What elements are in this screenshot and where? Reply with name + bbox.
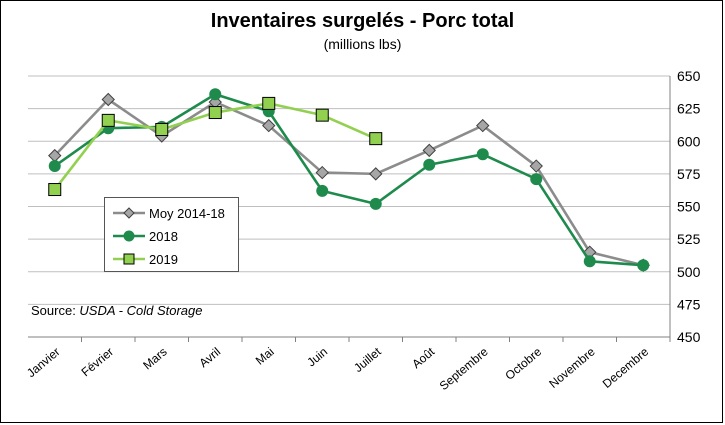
data-point-diamond [369,167,383,181]
legend-square-marker [113,253,145,265]
x-tick-label: Mai [253,345,277,368]
y-tick-label: 575 [677,166,701,182]
x-tick-label: Septembre [437,344,491,393]
data-point-square [208,106,222,120]
x-tick-label: Novembre [546,344,598,391]
x-tick-label: Février [79,345,117,380]
data-point-circle [48,160,61,173]
data-point-square [315,108,329,122]
data-point-circle [530,173,543,186]
data-point-square [101,113,115,127]
chart-legend: Moy 2014-18 2018 2019 [104,197,239,272]
x-tick-label: Mars [140,345,169,373]
x-tick-label: Août [409,344,437,371]
x-tick-label: Juin [304,345,330,370]
x-tick-label: Decembre [600,344,652,391]
legend-label: Moy 2014-18 [149,206,225,221]
y-tick-label: 625 [677,101,701,117]
y-tick-label: 450 [677,329,701,345]
y-tick-label: 650 [677,68,701,84]
data-point-diamond [422,143,436,158]
legend-label: 2018 [149,229,178,244]
x-tick-label: Janvier [24,345,63,381]
data-point-diamond [315,165,329,180]
legend-diamond-marker [113,207,145,219]
data-point-circle [209,88,222,101]
data-point-circle [583,255,596,268]
data-point-circle [476,148,489,161]
chart-title: Inventaires surgelés - Porc total [210,10,515,32]
data-point-square [155,123,169,137]
chart-subtitle: (millions lbs) [323,36,402,52]
series-line-0 [53,98,644,267]
data-point-circle [369,197,382,210]
data-point-circle [316,184,329,197]
chart-source: Source: USDA - Cold Storage [31,303,203,318]
legend-item-moy: Moy 2014-18 [111,203,239,223]
y-tick-label: 550 [677,199,701,215]
data-point-circle [423,158,436,171]
data-point-diamond [476,118,490,133]
data-point-square [48,183,62,197]
legend-label: 2019 [149,252,178,267]
data-point-circle [637,259,650,272]
y-tick-label: 475 [677,296,701,312]
y-tick-label: 500 [677,264,701,280]
data-point-diamond [262,118,276,133]
y-tick-label: 525 [677,231,701,247]
legend-item-2018: 2018 [111,226,239,246]
x-tick-label: Juillet [351,344,384,375]
data-point-square [262,96,276,110]
legend-item-2019: 2019 [111,249,239,269]
source-prefix: Source: [31,303,80,318]
legend-circle-marker [113,230,145,242]
data-point-square [369,132,383,146]
x-tick-label: Octobre [502,344,544,382]
x-tick-label: Avril [196,345,223,371]
data-point-diamond [529,159,543,173]
source-name: USDA - Cold Storage [79,303,203,318]
y-tick-label: 600 [677,133,701,149]
data-point-diamond [101,92,115,107]
